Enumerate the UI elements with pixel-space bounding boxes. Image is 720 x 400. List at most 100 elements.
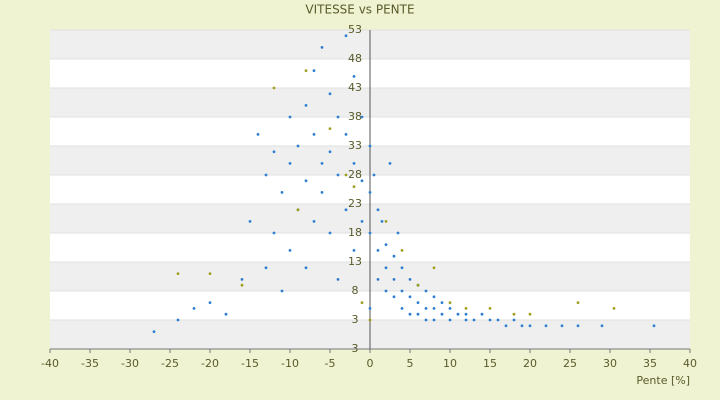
point xyxy=(560,324,564,328)
point xyxy=(192,307,196,310)
point xyxy=(352,185,356,189)
x-tick-label: 40 xyxy=(683,357,697,370)
point xyxy=(296,208,300,212)
point xyxy=(384,220,388,223)
point xyxy=(400,307,404,310)
point xyxy=(464,312,468,316)
point xyxy=(320,191,324,194)
point xyxy=(312,220,316,223)
point xyxy=(296,144,300,148)
point xyxy=(344,173,348,177)
y-tick-label: 8 xyxy=(352,284,359,297)
point xyxy=(576,324,580,328)
point xyxy=(152,330,156,333)
y-tick-label: 48 xyxy=(348,52,362,65)
point xyxy=(376,249,380,252)
point xyxy=(280,289,284,293)
point xyxy=(368,318,372,322)
point xyxy=(336,278,340,281)
point xyxy=(544,324,548,328)
point xyxy=(368,144,372,148)
chart-title: VITESSE vs PENTE xyxy=(305,3,414,17)
point xyxy=(320,46,324,49)
x-tick-label: -40 xyxy=(41,357,59,370)
point xyxy=(488,318,492,322)
point xyxy=(416,301,420,304)
point xyxy=(344,133,348,136)
y-tick-label: 18 xyxy=(348,226,362,239)
point xyxy=(480,312,484,316)
y-tick-label: 23 xyxy=(348,197,362,210)
y-tick-label: 43 xyxy=(348,81,362,94)
point xyxy=(652,324,656,328)
point xyxy=(208,272,212,275)
x-tick-label: 5 xyxy=(407,357,414,370)
point xyxy=(304,69,308,72)
x-tick-label: -10 xyxy=(281,357,299,370)
point xyxy=(360,179,364,183)
point xyxy=(208,301,212,304)
point xyxy=(328,127,332,130)
point xyxy=(256,133,260,136)
point xyxy=(328,92,332,96)
x-tick-label: -35 xyxy=(81,357,99,370)
x-tick-label: 30 xyxy=(603,357,617,370)
x-tick-label: -25 xyxy=(161,357,179,370)
point xyxy=(224,312,228,316)
point xyxy=(312,69,316,72)
point xyxy=(272,150,276,154)
point xyxy=(432,266,436,270)
point xyxy=(304,266,308,270)
x-tick-label: -5 xyxy=(325,357,336,370)
point xyxy=(360,301,364,304)
point xyxy=(344,208,348,212)
y-tick-label: 38 xyxy=(348,110,362,123)
point xyxy=(392,295,396,299)
y-tick-label: 33 xyxy=(348,139,362,152)
point xyxy=(368,191,372,194)
point xyxy=(456,312,460,316)
point xyxy=(240,278,244,281)
point xyxy=(432,318,436,322)
point xyxy=(280,191,284,194)
point xyxy=(612,307,616,310)
x-tick-label: 15 xyxy=(483,357,497,370)
x-tick-label: 20 xyxy=(523,357,537,370)
point xyxy=(472,318,476,322)
point xyxy=(576,301,580,304)
point xyxy=(408,312,412,316)
point xyxy=(272,231,276,235)
point xyxy=(368,231,372,235)
point xyxy=(288,115,292,119)
point xyxy=(384,243,388,247)
point xyxy=(504,324,508,328)
x-tick-label: 35 xyxy=(643,357,657,370)
point xyxy=(336,115,340,119)
point xyxy=(464,318,468,322)
point xyxy=(380,220,384,223)
point xyxy=(424,318,428,322)
point xyxy=(328,150,332,154)
point xyxy=(264,266,268,270)
point xyxy=(408,295,412,299)
point xyxy=(384,289,388,293)
y-tick-label: 28 xyxy=(348,168,362,181)
x-tick-label: -15 xyxy=(241,357,259,370)
point xyxy=(400,289,404,293)
point xyxy=(600,324,604,328)
point xyxy=(304,179,308,183)
point xyxy=(360,220,364,223)
x-tick-label: 10 xyxy=(443,357,457,370)
point xyxy=(392,254,396,258)
y-tick-label: 13 xyxy=(348,255,362,268)
point xyxy=(384,266,388,270)
point xyxy=(528,324,532,328)
x-axis-title: Pente [%] xyxy=(636,374,690,387)
point xyxy=(288,162,292,165)
point xyxy=(432,295,436,299)
point xyxy=(304,104,308,107)
point xyxy=(176,318,180,322)
point xyxy=(464,307,468,310)
point xyxy=(424,307,428,310)
